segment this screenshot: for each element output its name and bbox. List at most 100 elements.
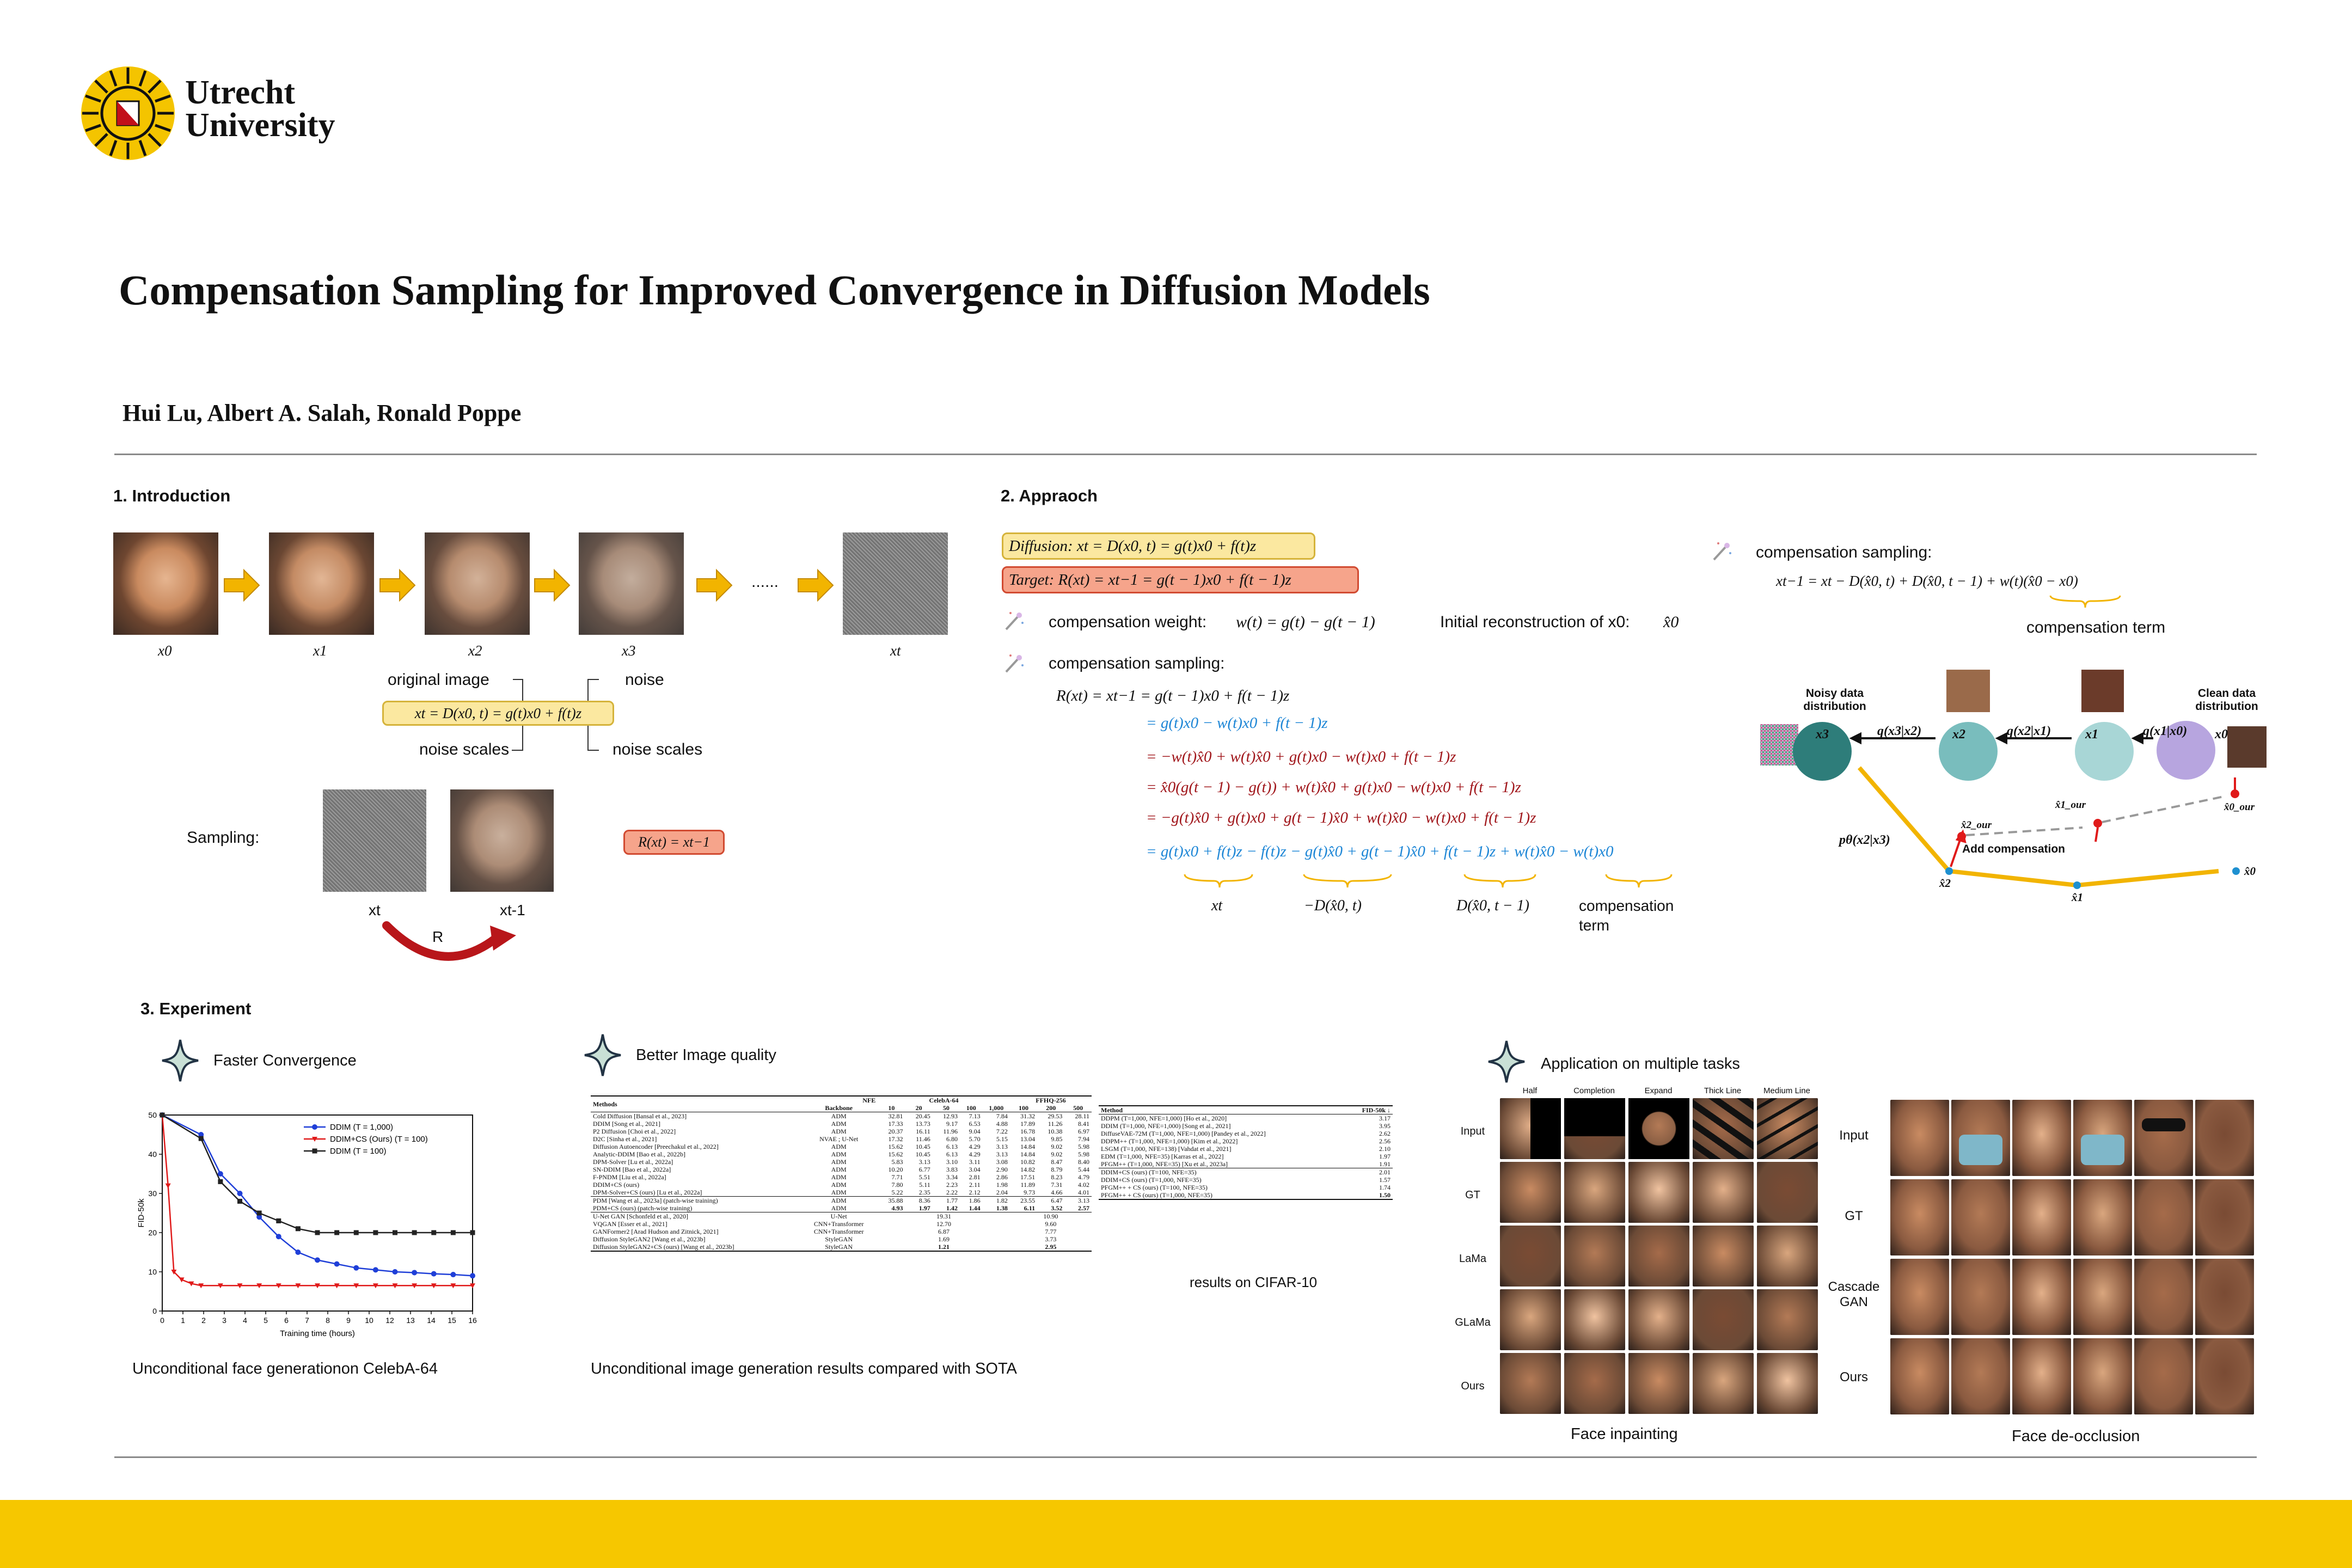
diagram-our-x2: x̂2_our xyxy=(1961,819,1992,831)
deocc-image xyxy=(2195,1100,2254,1176)
table-cell: VQGAN [Esser et al., 2021] xyxy=(593,1220,667,1228)
col-methods: Methods xyxy=(593,1100,617,1108)
diagram-hat-x0: x̂0 xyxy=(2244,865,2256,878)
y-tick-label: 30 xyxy=(148,1189,157,1198)
data-point xyxy=(334,1283,340,1289)
arrow-icon xyxy=(696,568,733,602)
data-point xyxy=(198,1136,204,1141)
university-name: Utrecht University xyxy=(185,76,335,142)
table-cell: 2.56 xyxy=(1379,1137,1391,1145)
table-cell: PFGM++ + CS (ours) (T=100, NFE=35) xyxy=(1101,1184,1208,1191)
col-ffhq-500: 500 xyxy=(1073,1104,1083,1112)
table-cell: DDIM+CS (ours) xyxy=(593,1181,640,1189)
table-cell: 11.89 xyxy=(1020,1181,1036,1189)
data-point xyxy=(470,1273,475,1279)
deocc-image xyxy=(2073,1259,2132,1335)
deocc-image xyxy=(1951,1179,2010,1255)
authors: Hui Lu, Albert A. Salah, Ronald Poppe xyxy=(122,400,522,426)
table-cell: 2.12 xyxy=(969,1189,981,1196)
table-cell: 7.94 xyxy=(1078,1135,1089,1143)
data-point xyxy=(276,1218,281,1223)
col-celeba: CelebA-64 xyxy=(929,1097,959,1104)
table-cell: 13.04 xyxy=(1020,1135,1036,1143)
data-point xyxy=(237,1283,243,1289)
caption-left: Unconditional face generationon CelebA-6… xyxy=(132,1360,438,1377)
x-tick-label: 12 xyxy=(385,1316,394,1325)
table-cell: 1.57 xyxy=(1379,1176,1391,1184)
data-point xyxy=(450,1283,456,1289)
data-point xyxy=(275,1234,281,1240)
deocc-image xyxy=(1890,1100,1949,1176)
table-cell: CNN+Transformer xyxy=(813,1228,864,1235)
mask-overlay xyxy=(1757,1098,1818,1159)
data-point xyxy=(218,1179,223,1184)
table-cell: 20.37 xyxy=(888,1128,903,1135)
table-cell: 11.26 xyxy=(1048,1120,1063,1128)
label-original-image: original image xyxy=(388,671,489,689)
table-cell: 3.13 xyxy=(1078,1197,1089,1204)
table-cell: 3.95 xyxy=(1379,1122,1391,1130)
brace-label-xt: xt xyxy=(1211,897,1223,914)
intro-leader-lines xyxy=(512,679,599,751)
data-point xyxy=(198,1132,204,1137)
table-cell: 17.33 xyxy=(888,1120,903,1128)
comp-sampling-label: compensation sampling: xyxy=(1049,654,1225,672)
inpaint-row-label: GT xyxy=(1465,1189,1480,1201)
deocc-caption: Face de-occlusion xyxy=(2012,1428,2140,1445)
table-cell: 1.38 xyxy=(996,1204,1008,1212)
x-tick-label: 4 xyxy=(243,1316,247,1325)
table-cell: DDIM [Song et al., 2021] xyxy=(593,1120,660,1128)
table-cell: 20.45 xyxy=(915,1112,930,1120)
table-cell: ADM xyxy=(831,1166,847,1173)
data-point xyxy=(295,1250,301,1255)
table-cell: Diffusion StyleGAN2 [Wang et al., 2023b] xyxy=(593,1235,706,1243)
table-cell: 4.66 xyxy=(1051,1189,1063,1196)
data-point xyxy=(275,1283,281,1289)
deocc-image xyxy=(2012,1100,2071,1176)
deocc-image xyxy=(1890,1179,1949,1255)
label-x1: x1 xyxy=(313,642,327,659)
table-cell: 3.10 xyxy=(946,1158,958,1166)
table-cell: Cold Diffusion [Bansal et al., 2023] xyxy=(593,1112,687,1120)
inpaint-row-label: GLaMa xyxy=(1455,1316,1491,1328)
table-cell: DDIM+CS (ours) (T=100, NFE=35) xyxy=(1101,1168,1197,1176)
r-curved-arrow-icon xyxy=(382,921,516,961)
diagram-our-x0: x̂0_our xyxy=(2224,801,2255,813)
label-x0: x0 xyxy=(158,642,172,659)
cifar-col-method: Method xyxy=(1101,1106,1123,1114)
brace-label-term: term xyxy=(1579,917,1609,934)
table-cell: 1.42 xyxy=(946,1204,958,1212)
table-cell: P2 Diffusion [Choi et al., 2022] xyxy=(593,1128,676,1135)
table-cell: 15.62 xyxy=(888,1143,903,1150)
col-nfe: NFE xyxy=(862,1097,876,1104)
table-cell: PDM [Wang et al., 2023a] (patch-wise tra… xyxy=(593,1197,718,1204)
inpaint-col-label: Medium Line xyxy=(1763,1086,1810,1095)
data-point xyxy=(315,1257,320,1263)
table-cell: 16.78 xyxy=(1020,1128,1036,1135)
faster-label: Faster Convergence xyxy=(213,1052,357,1069)
table-cell: 7.77 xyxy=(1045,1228,1057,1235)
table-cell: ADM xyxy=(831,1128,847,1135)
inpaint-image xyxy=(1564,1353,1625,1414)
table-row: DDPM (T=1,000, NFE=1,000) [Ho et al., 20… xyxy=(1099,1114,1393,1123)
table-cell: 10.38 xyxy=(1048,1128,1063,1135)
deocc-image xyxy=(2134,1179,2193,1255)
table-cell: 10.90 xyxy=(1043,1212,1058,1220)
diagram-our-x1: x̂1_our xyxy=(2055,799,2086,811)
noise-xt xyxy=(843,532,948,635)
sparkle-icon xyxy=(584,1034,621,1076)
face-x1 xyxy=(269,532,374,635)
table-cell: 2.90 xyxy=(996,1166,1008,1173)
table-cell: 1.86 xyxy=(969,1197,981,1204)
table-cell: LSGM (T=1,000, NFE=138) [Vahdat et al., … xyxy=(1101,1145,1232,1153)
table-cell: U-Net xyxy=(830,1212,847,1220)
table-row: PFGM++ (T=1,000, NFE=35) [Xu et al., 202… xyxy=(1099,1160,1393,1168)
data-point xyxy=(450,1230,456,1235)
diagram-q10: q(x1|x0) xyxy=(2143,724,2188,738)
inpaint-image xyxy=(1564,1289,1625,1350)
table-cell: 14.84 xyxy=(1020,1143,1036,1150)
data-point xyxy=(334,1261,340,1267)
data-point xyxy=(470,1283,475,1289)
diagram-hat-x1: x̂1 xyxy=(2072,891,2083,904)
label-r: R xyxy=(432,928,444,945)
